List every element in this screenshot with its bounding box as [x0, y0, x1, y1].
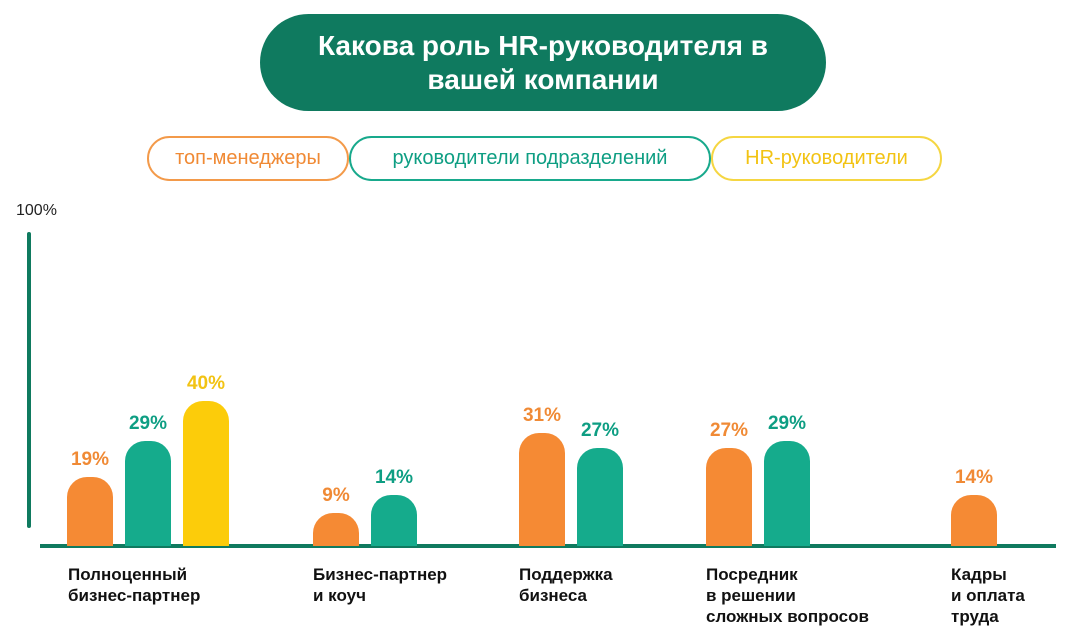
legend-label-top-managers: топ-менеджеры [175, 147, 321, 169]
chart-title-banner: Какова роль HR-руководителя в вашей комп… [260, 14, 826, 111]
bar-3-series-1 [519, 433, 565, 546]
bar-value-label-5-series-1: 14% [954, 467, 994, 489]
y-axis-max-label: 100% [16, 202, 57, 219]
bar-value-label-2-series-1: 9% [322, 485, 350, 507]
bar-1-series-1 [67, 477, 113, 546]
bar-5-series-1 [951, 495, 997, 546]
bar-value-label-3-series-1: 31% [522, 405, 562, 427]
category-label-1: Полноценный бизнес-партнер [68, 565, 201, 605]
legend-label-department-heads: руководители подразделений [392, 147, 668, 169]
y-axis-line [27, 232, 31, 528]
bar-value-label-1-series-2: 29% [128, 412, 168, 434]
chart-title: Какова роль HR-руководителя в вашей комп… [317, 29, 769, 95]
bar-value-label-4-series-2: 29% [767, 412, 807, 434]
bar-value-label-1-series-1: 19% [70, 449, 110, 471]
legend-label-hr-heads: HR-руководители [745, 147, 908, 169]
x-axis-line [40, 544, 1056, 548]
category-label-2: Бизнес-партнер и коуч [313, 565, 448, 605]
bar-1-series-2 [125, 440, 171, 546]
bar-value-label-2-series-2: 14% [374, 467, 414, 489]
bar-value-label-1-series-3: 40% [186, 372, 226, 394]
bar-2-series-1 [313, 513, 359, 546]
legend-item-hr-heads: HR-руководители [711, 136, 942, 181]
category-label-5: Кадры и оплата труда [951, 565, 1025, 626]
bar-4-series-2 [764, 440, 810, 546]
bar-value-label-3-series-2: 27% [580, 419, 620, 441]
legend-item-top-managers: топ-менеджеры [147, 136, 349, 181]
bar-4-series-1 [706, 447, 752, 546]
bar-value-label-4-series-1: 27% [709, 419, 749, 441]
bar-2-series-2 [371, 495, 417, 546]
category-label-4: Посредник в решении сложных вопросов [706, 565, 869, 626]
legend-item-department-heads: руководители подразделений [349, 136, 711, 181]
category-label-3: Поддержка бизнеса [519, 565, 613, 605]
bar-1-series-3 [183, 400, 229, 546]
bar-3-series-2 [577, 447, 623, 546]
